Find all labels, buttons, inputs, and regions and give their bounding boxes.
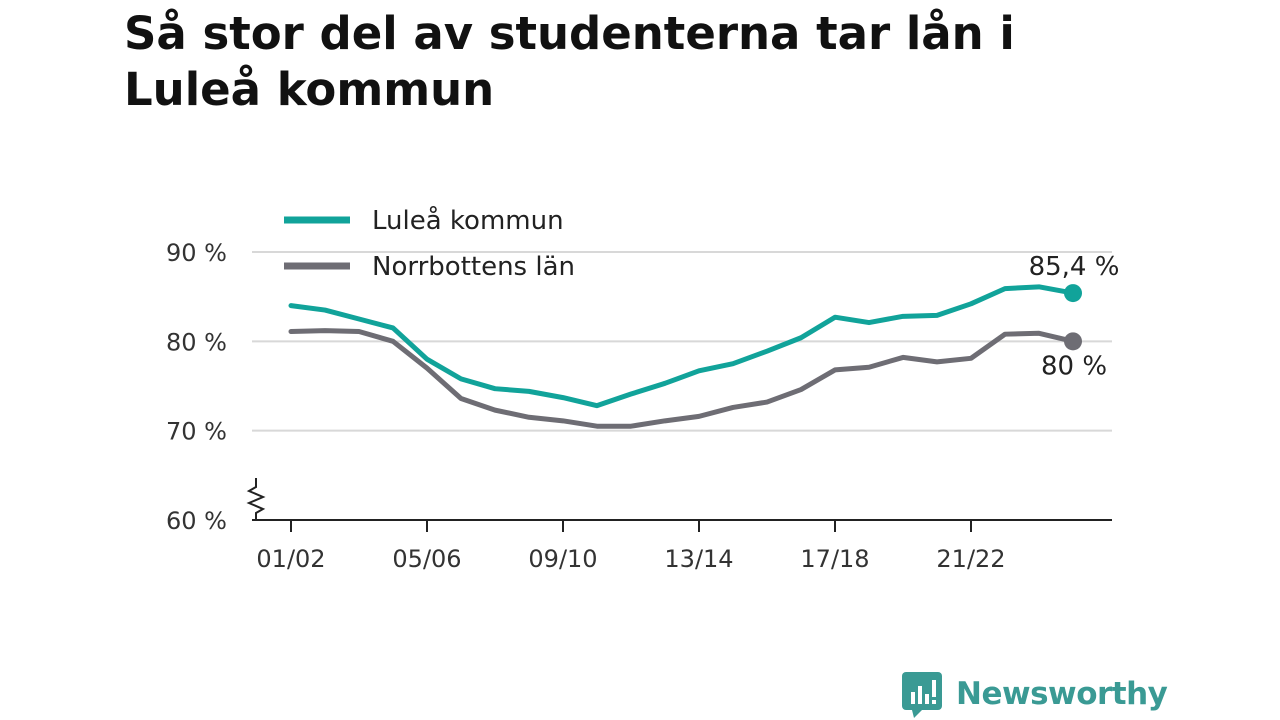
axis-break-icon <box>246 478 266 520</box>
legend-label: Norrbottens län <box>372 252 575 282</box>
series-end-point <box>1064 332 1082 351</box>
newsworthy-logo-icon <box>902 672 942 718</box>
series-end-point <box>1064 284 1082 303</box>
legend: Luleå kommun Norrbottens län <box>284 205 575 282</box>
x-tick-label: 01/02 <box>256 545 325 573</box>
x-tick-label: 09/10 <box>528 545 597 573</box>
y-tick-label: 90 % <box>166 239 227 267</box>
newsworthy-logo: Newsworthy <box>902 670 1168 718</box>
y-tick-label: 80 % <box>166 328 227 356</box>
x-tick-label: 13/14 <box>664 545 733 573</box>
chart-title: Så stor del av studenterna tar lån i Lul… <box>124 7 1015 116</box>
axis-labels: 60 % 70 % 80 % 90 % 01/02 05/06 09/10 13/14 17/1… <box>166 239 1119 573</box>
series-end-label: 80 % <box>1041 351 1107 381</box>
legend-label: Luleå kommun <box>372 205 564 236</box>
logo-text: Newsworthy <box>956 676 1168 712</box>
series-line <box>288 284 1076 409</box>
y-tick-label: 60 % <box>166 507 227 535</box>
axes <box>246 478 1112 532</box>
y-tick-label: 70 % <box>166 418 227 446</box>
x-tick-label: 05/06 <box>392 545 461 573</box>
series-end-label: 85,4 % <box>1029 252 1120 282</box>
series-line <box>288 328 1076 429</box>
x-tick-label: 21/22 <box>936 545 1005 573</box>
x-tick-label: 17/18 <box>800 545 869 573</box>
series-lines <box>288 284 1082 429</box>
